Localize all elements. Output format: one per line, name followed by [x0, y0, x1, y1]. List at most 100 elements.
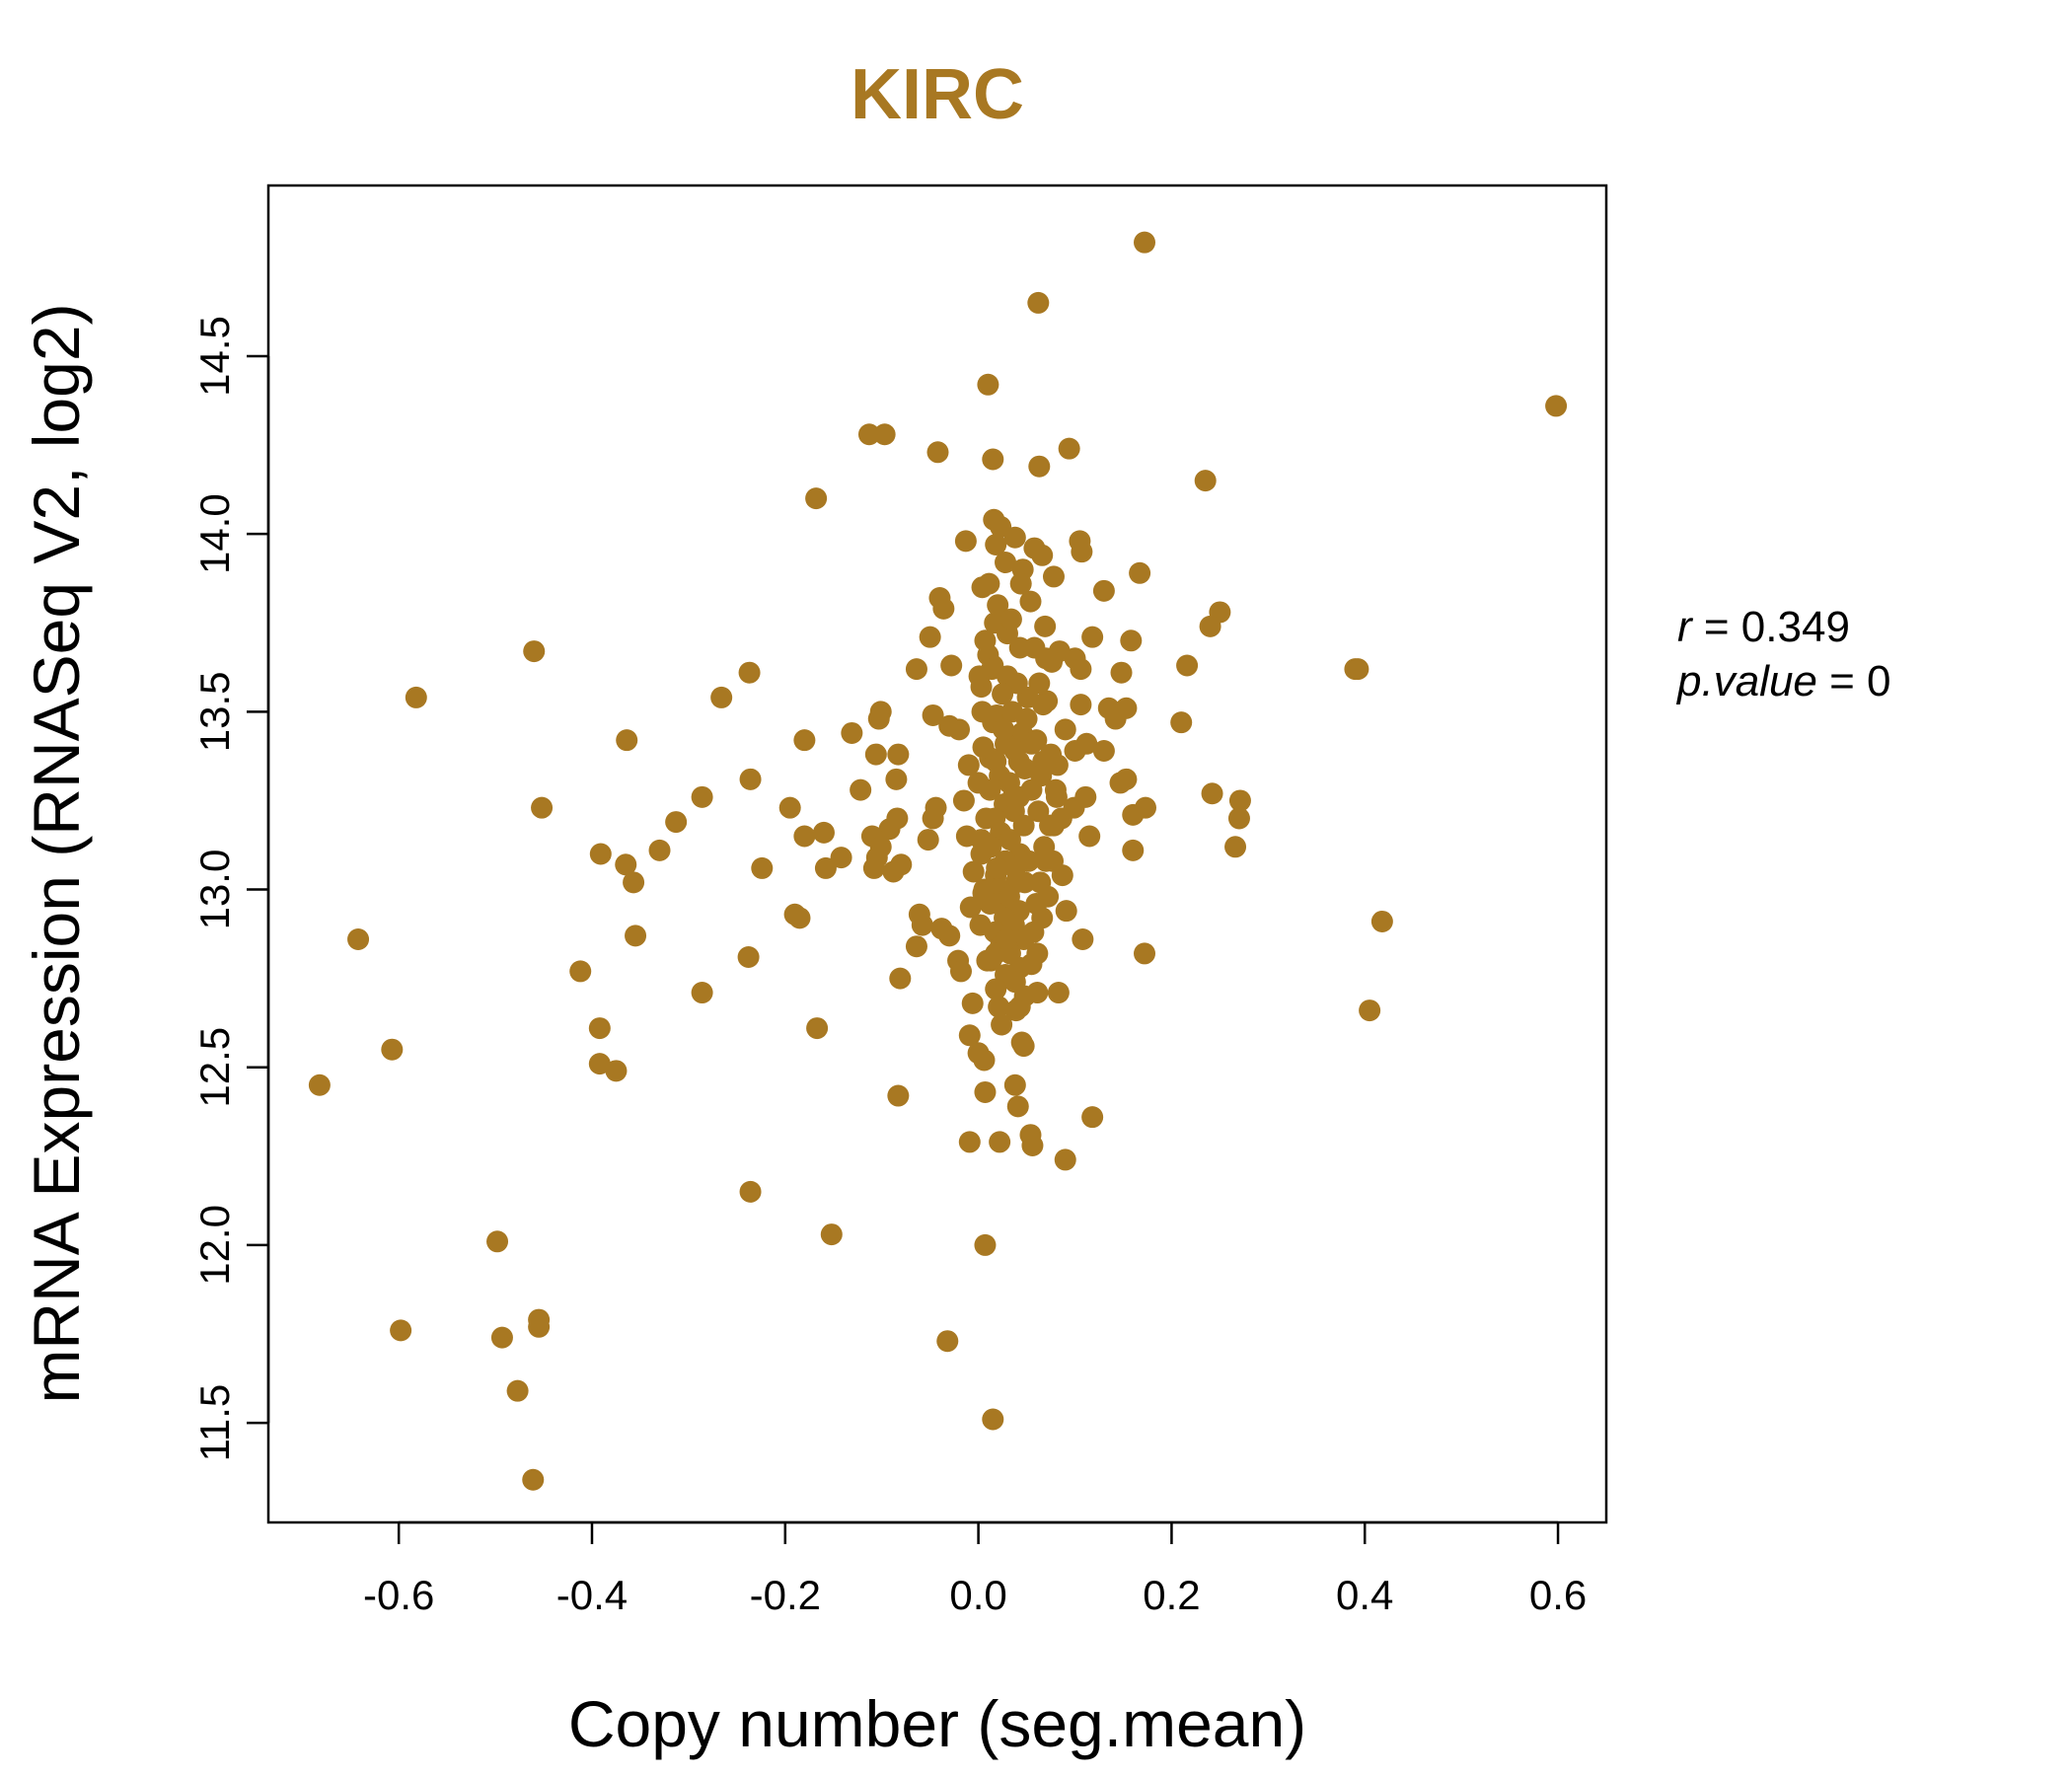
data-point [1176, 654, 1199, 677]
data-point [1081, 1106, 1104, 1129]
y-axis-title: mRNA Expression (RNASeq V2, log2) [20, 303, 93, 1403]
data-point [1028, 672, 1051, 695]
data-point [405, 686, 427, 708]
data-point [1078, 825, 1101, 848]
data-point [1017, 850, 1040, 872]
data-point [887, 743, 910, 766]
data-point [974, 629, 997, 652]
data-point [1047, 982, 1070, 1004]
x-tick-label: -0.4 [556, 1572, 628, 1618]
r-label: r [1677, 603, 1694, 651]
data-point [940, 654, 963, 677]
data-point [977, 373, 999, 396]
data-point [988, 996, 1010, 1018]
data-point [588, 1053, 611, 1075]
data-point [905, 658, 927, 681]
data-point [862, 856, 885, 879]
data-point [1003, 1073, 1026, 1096]
data-point [1092, 739, 1115, 762]
data-point [976, 949, 999, 972]
data-point [1122, 803, 1145, 826]
data-point [967, 772, 990, 794]
data-point [1122, 839, 1145, 861]
data-point [569, 960, 592, 983]
x-tick-label: -0.6 [363, 1572, 434, 1618]
data-point [857, 423, 880, 446]
data-point [978, 572, 1000, 595]
data-point [1013, 758, 1036, 780]
data-point [957, 754, 980, 777]
x-tick-label: 0.6 [1529, 1572, 1587, 1618]
data-point [1227, 807, 1250, 830]
data-point [1359, 999, 1381, 1022]
x-tick-label: 0.4 [1336, 1572, 1393, 1618]
data-point [812, 821, 835, 844]
plot-frame [266, 184, 1608, 1524]
data-point [805, 487, 828, 510]
data-point [985, 978, 1007, 1000]
data-point [955, 825, 978, 848]
data-point [1001, 785, 1024, 808]
data-point [788, 907, 811, 929]
data-point [1031, 544, 1054, 566]
data-point [1027, 800, 1050, 823]
correlation-stats: r = 0.349 p.value = 0 [1675, 603, 1891, 705]
data-point [490, 1326, 513, 1349]
data-point [1120, 629, 1143, 652]
data-point [1035, 850, 1058, 872]
data-point [922, 703, 944, 726]
data-point [615, 853, 637, 876]
data-point [739, 768, 762, 790]
data-point [778, 796, 801, 819]
data-point [1032, 694, 1055, 716]
data-point [1110, 661, 1133, 684]
data-point [1051, 864, 1073, 887]
data-point [751, 856, 774, 879]
data-point [1015, 707, 1038, 730]
data-point [973, 1049, 996, 1072]
data-point [1072, 927, 1094, 950]
data-point [710, 686, 733, 708]
data-point [1042, 814, 1065, 837]
data-point [738, 661, 761, 684]
data-point [878, 818, 901, 841]
data-point [523, 640, 546, 663]
data-point [308, 1073, 331, 1096]
data-point [793, 825, 816, 848]
data-point [975, 807, 998, 830]
data-point [1013, 871, 1036, 894]
data-point [958, 1024, 981, 1047]
data-point [1104, 707, 1127, 730]
y-tick-label: 12.5 [191, 1027, 238, 1108]
data-point [850, 778, 872, 801]
y-tick-label: 12.0 [191, 1205, 238, 1286]
data-point [969, 914, 992, 936]
data-point [995, 551, 1017, 573]
data-point [986, 856, 1008, 879]
data-point [1071, 541, 1093, 563]
data-point [605, 1060, 628, 1082]
data-point [522, 1468, 545, 1491]
p-statistic: p.value = 0 [1675, 657, 1891, 705]
y-tick-label: 14.5 [191, 316, 238, 397]
data-point [820, 1223, 843, 1246]
data-point [806, 1017, 829, 1040]
data-point [1134, 231, 1156, 254]
p-value: = 0 [1829, 657, 1890, 705]
data-point [905, 935, 927, 958]
data-point [981, 658, 1003, 681]
x-tick-label: 0.2 [1143, 1572, 1200, 1618]
data-point [1019, 590, 1042, 613]
data-point [1028, 455, 1051, 478]
data-point [1040, 743, 1063, 766]
data-point [873, 423, 896, 446]
data-point [1003, 526, 1026, 549]
data-point [922, 807, 944, 830]
data-point [919, 626, 941, 648]
data-point [1012, 1035, 1035, 1058]
data-point [974, 1080, 997, 1103]
data-point [887, 1084, 910, 1107]
r-value: = 0.349 [1704, 603, 1850, 651]
data-point [665, 811, 688, 834]
data-point [531, 796, 554, 819]
